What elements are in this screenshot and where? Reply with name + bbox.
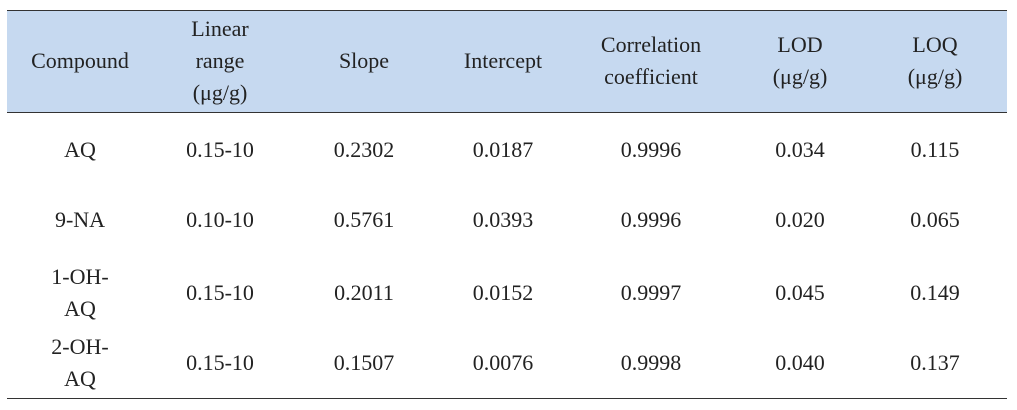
table-cell: 0.15-10 xyxy=(186,280,254,305)
table-cell: 0.1507 xyxy=(333,350,395,375)
table-cell-line: 1-OH- xyxy=(51,264,109,289)
table-cell: 0.2302 xyxy=(333,137,395,162)
header-cell: Intercept xyxy=(428,45,578,77)
table-cell: 0.2011 xyxy=(334,280,394,305)
header-cell-line: Compound xyxy=(31,48,129,73)
table-cell: 0.045 xyxy=(775,280,825,305)
table-cell-line: 9-NA xyxy=(54,207,106,232)
table-cell: 0.065 xyxy=(910,207,960,232)
header-cell: LOQ (μg/g) xyxy=(860,29,1010,93)
table-cell: 0.0152 xyxy=(472,280,534,305)
header-cell-line: LOQ xyxy=(912,32,958,57)
table-cell: 0.5761 xyxy=(333,207,395,232)
table-cell: 1-OH- AQ xyxy=(5,261,155,325)
table-cell: 0.149 xyxy=(910,280,960,305)
table-cell: 0.15-10 xyxy=(186,137,254,162)
table-cell: AQ xyxy=(5,134,155,166)
header-cell-line: (μg/g) xyxy=(192,80,248,105)
table-cell: 0.10-10 xyxy=(186,207,254,232)
header-cell-line: range xyxy=(195,48,245,73)
header-cell-line: Slope xyxy=(338,48,390,73)
table-cell: 9-NA xyxy=(5,204,155,236)
table-cell-line: AQ xyxy=(64,137,96,162)
table-cell: 0.0187 xyxy=(472,137,534,162)
table-cell: 0.9996 xyxy=(620,137,682,162)
table-cell: 0.020 xyxy=(775,207,825,232)
header-cell-line: (μg/g) xyxy=(772,64,828,89)
header-cell-line: coefficient xyxy=(604,64,698,89)
top-rule xyxy=(7,10,1007,11)
header-cell-line: Linear xyxy=(191,16,249,41)
table-cell-line: AQ xyxy=(64,366,96,391)
header-cell-line: LOD xyxy=(777,32,823,57)
table-cell: 0.15-10 xyxy=(186,350,254,375)
table-cell: 0.115 xyxy=(910,137,960,162)
header-background xyxy=(7,10,1007,112)
table-cell: 0.0393 xyxy=(472,207,534,232)
table-cell: 2-OH- AQ xyxy=(5,331,155,395)
header-cell: LOD (μg/g) xyxy=(725,29,875,93)
table-cell-line: 2-OH- xyxy=(51,334,109,359)
header-cell: Correlation coefficient xyxy=(576,29,726,93)
header-cell-line: Intercept xyxy=(463,48,543,73)
table-cell: 0.034 xyxy=(775,137,825,162)
table-cell: 0.9997 xyxy=(620,280,682,305)
header-cell: Slope xyxy=(289,45,439,77)
table-cell: 0.9996 xyxy=(620,207,682,232)
header-cell-line: Correlation xyxy=(600,32,702,57)
header-rule xyxy=(7,112,1007,113)
table-cell: 0.9998 xyxy=(620,350,682,375)
header-cell: Linear range (μg/g) xyxy=(145,13,295,109)
table-cell: 0.040 xyxy=(775,350,825,375)
bottom-rule xyxy=(7,398,1007,399)
header-cell-line: (μg/g) xyxy=(907,64,963,89)
header-cell: Compound xyxy=(5,45,155,77)
table-cell: 0.0076 xyxy=(472,350,534,375)
table-cell-line: AQ xyxy=(64,296,96,321)
table-cell: 0.137 xyxy=(910,350,960,375)
